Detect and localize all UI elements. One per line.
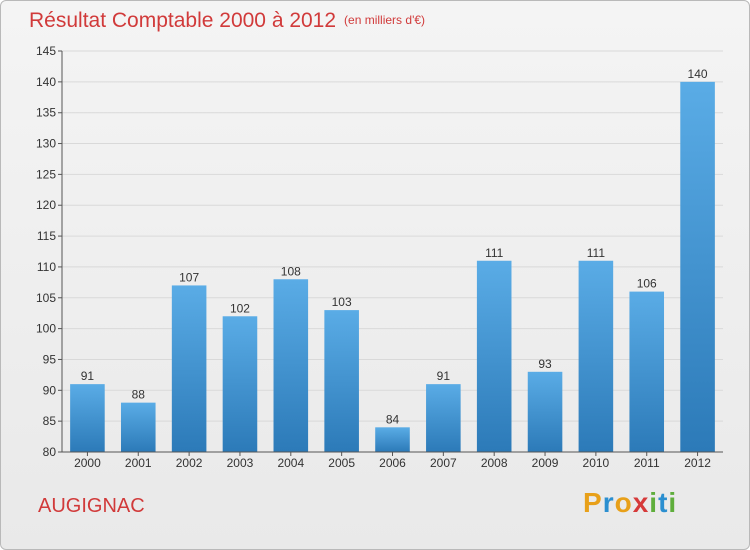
y-tick-label: 100 [36,322,56,336]
y-tick-label: 80 [43,445,57,459]
y-axis: 80 85 90 95 100 105 110 115 120 125 130 135 140 145 [36,44,63,459]
y-tick-label: 125 [36,167,56,181]
y-tick-label: 120 [36,198,56,212]
data-label: 103 [332,295,352,309]
x-tick-label: 2007 [430,456,457,470]
bar [629,291,665,452]
bar [375,427,410,452]
bar [120,402,156,452]
bar [578,260,614,452]
data-label: 88 [132,388,146,402]
y-tick-label: 135 [36,106,56,120]
x-tick-label: 2001 [125,456,152,470]
x-tick-label: 2006 [379,456,406,470]
y-tick-label: 105 [36,291,56,305]
x-tick-label: 2005 [328,456,355,470]
y-tick-label: 140 [36,75,56,89]
data-label: 106 [637,277,657,291]
chart-title: Résultat Comptable 2000 à 2012 (en millie… [29,9,425,33]
x-tick-label: 2008 [481,456,508,470]
commune-name: AUGIGNAC [38,495,145,517]
data-label: 111 [587,246,606,260]
bar [273,279,309,452]
y-tick-label: 95 [43,352,57,366]
data-label: 84 [386,412,400,426]
x-tick-label: 2010 [583,456,610,470]
grid-lines [62,50,723,422]
x-tick-label: 2004 [277,456,304,470]
y-tick-label: 115 [37,229,56,243]
bar-series: 91 88 107 102 108 103 84 91 111 93 111 106 140 [70,67,715,452]
chart-title-text: Résultat Comptable 2000 à 2012 [29,9,337,32]
data-label: 107 [179,270,199,284]
bar [680,81,715,452]
x-tick-label: 2002 [176,456,203,470]
y-tick-label: 110 [37,260,56,274]
x-tick-label: 2003 [227,456,254,470]
data-label: 91 [81,369,95,383]
bar [426,384,461,452]
x-tick-label: 2009 [532,456,559,470]
data-label: 140 [688,67,708,81]
bar [476,260,512,452]
x-tick-label: 2000 [74,456,101,470]
y-tick-label: 145 [36,44,56,58]
data-label: 102 [230,301,250,315]
x-tick-label: 2011 [634,456,660,470]
chart-subtitle: (en milliers d'€) [344,13,426,27]
bar [171,285,207,452]
data-label: 108 [281,264,301,278]
bar [222,316,258,452]
bar [527,371,563,452]
y-tick-label: 130 [36,137,56,151]
bar [324,310,359,452]
y-tick-label: 85 [43,414,57,428]
x-tick-label: 2012 [684,456,711,470]
proxiti-logo: Proxiti [583,487,678,518]
data-label: 93 [538,357,552,371]
data-label: 111 [485,246,504,260]
y-tick-label: 90 [43,383,57,397]
x-axis: 2000 2001 2002 2003 2004 2005 2006 2007 2008 2009… [62,451,723,470]
bar [70,384,105,452]
data-label: 91 [437,369,451,383]
